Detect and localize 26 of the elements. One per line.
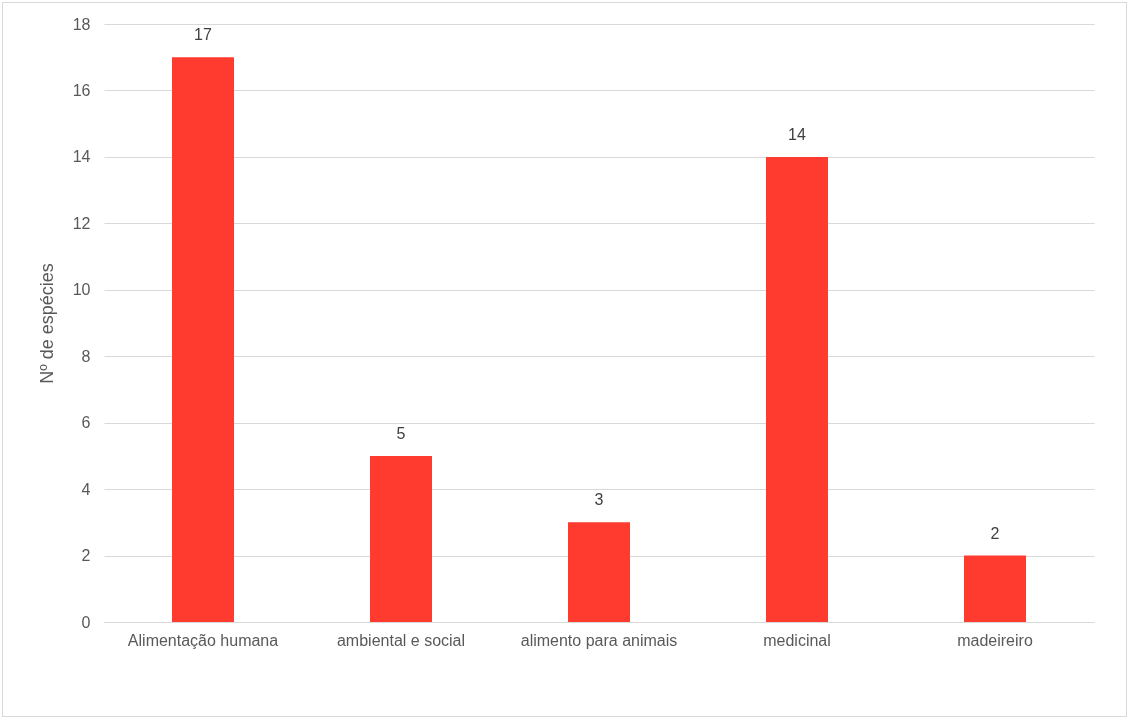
y-tick-label: 6 <box>81 414 91 432</box>
x-tick-label: medicinal <box>763 631 831 649</box>
y-axis-title: Nº de espécies <box>36 263 57 384</box>
data-label: 3 <box>594 491 604 509</box>
y-tick-label: 4 <box>81 480 91 498</box>
bar <box>766 156 828 622</box>
y-tick-label: 16 <box>72 81 91 99</box>
x-tick-label: ambiental e social <box>336 631 466 649</box>
y-tick-label: 14 <box>72 148 91 166</box>
x-tick-label: Alimentação humana <box>127 631 279 649</box>
y-tick-label: 18 <box>72 15 91 33</box>
data-label: 17 <box>194 26 212 44</box>
x-tick-label: madeireiro <box>957 631 1033 649</box>
data-label: 14 <box>788 125 806 143</box>
bar <box>964 555 1026 622</box>
bar <box>172 57 234 622</box>
y-tick-label: 12 <box>72 214 91 232</box>
y-tick-label: 10 <box>72 281 91 299</box>
x-tick-label: alimento para animais <box>520 631 678 649</box>
data-label: 2 <box>990 524 1000 542</box>
data-label: 5 <box>396 424 406 442</box>
y-tick-label: 0 <box>81 613 91 631</box>
bar <box>568 522 630 622</box>
bar <box>370 455 432 622</box>
y-tick-label: 8 <box>81 347 91 365</box>
y-tick-label: 2 <box>81 547 91 565</box>
